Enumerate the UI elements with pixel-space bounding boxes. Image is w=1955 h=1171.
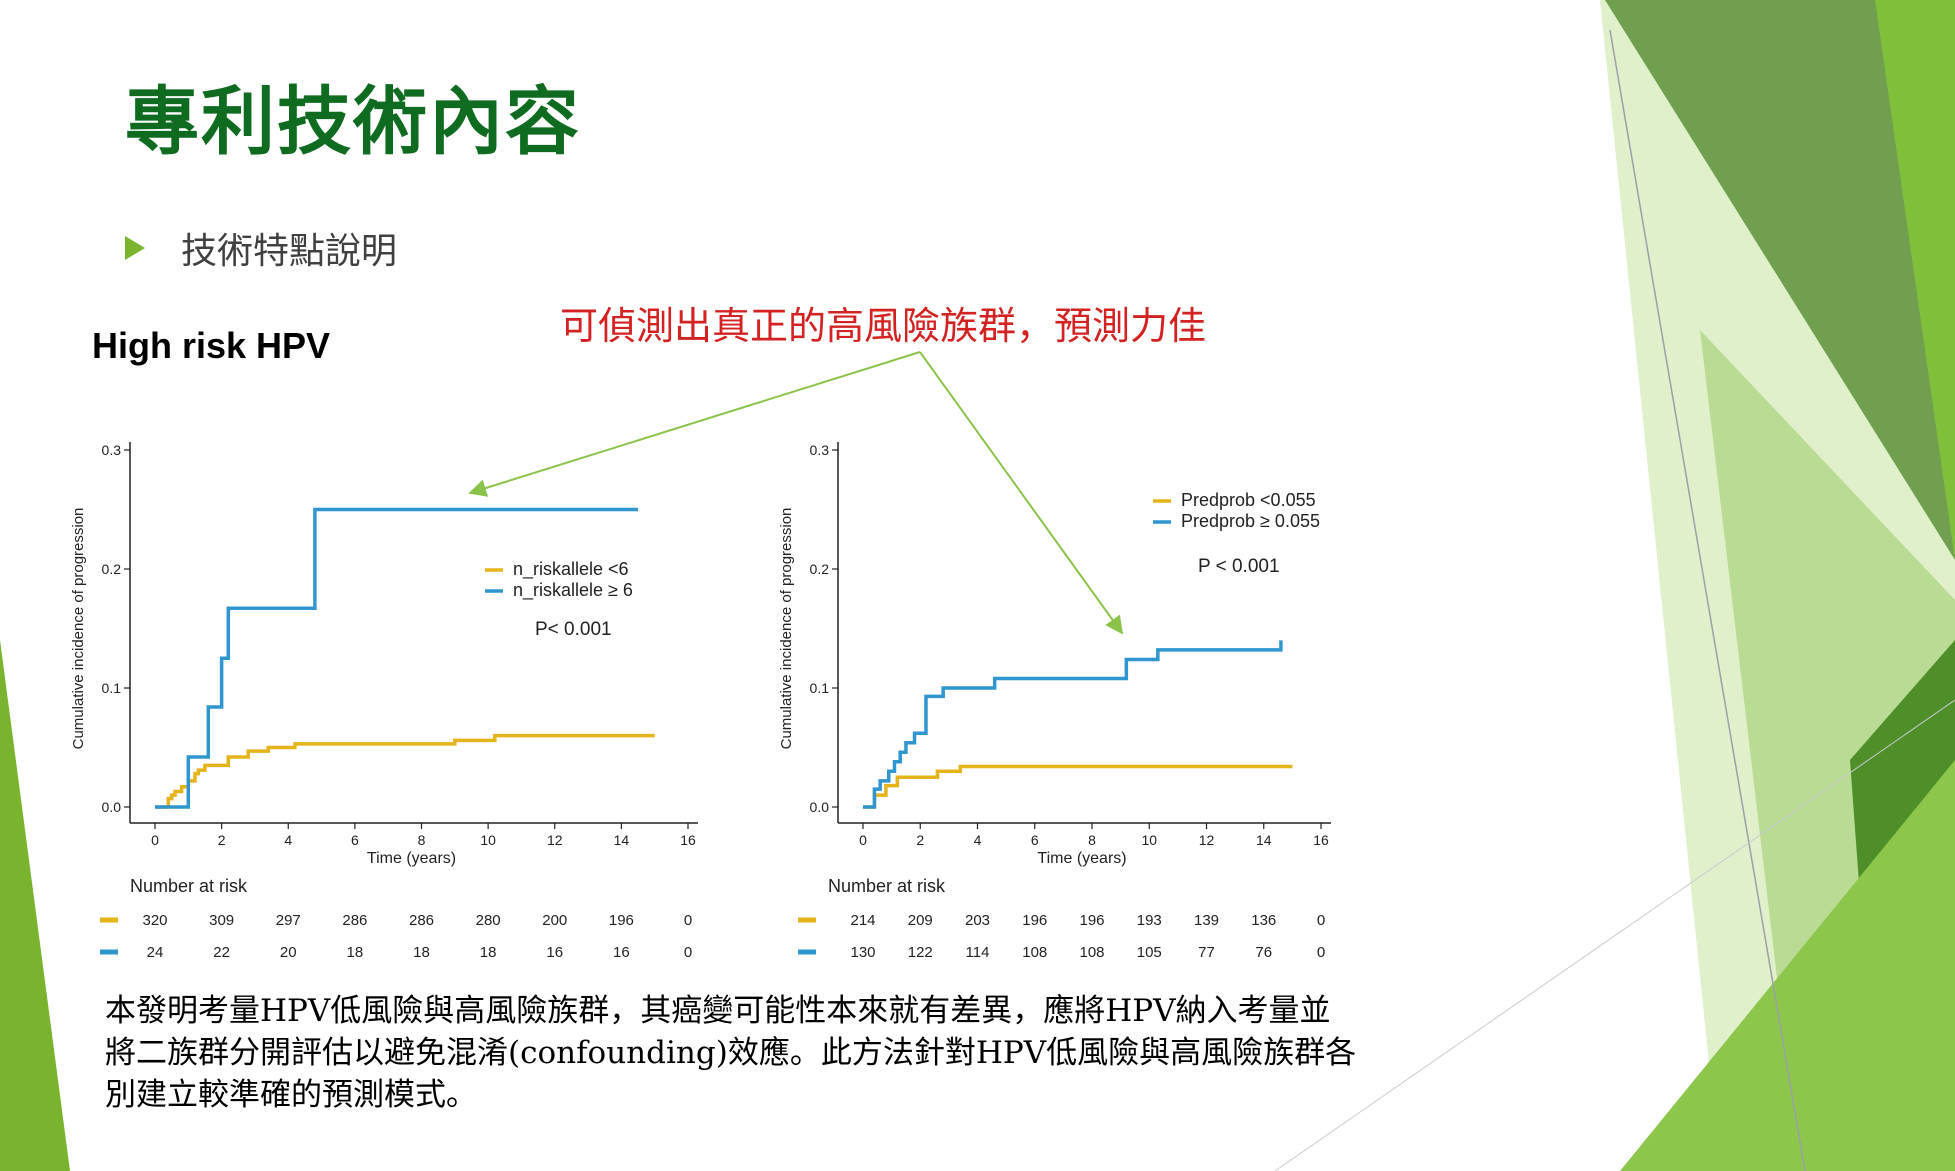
risk-count: 214	[850, 912, 875, 929]
section-subtitle: High risk HPV	[92, 325, 331, 366]
series-line-low	[155, 733, 655, 809]
risk-count: 76	[1255, 944, 1272, 961]
risk-count: 280	[476, 912, 501, 929]
y-tick-label: 0.2	[102, 561, 122, 577]
risk-count: 196	[1022, 912, 1047, 929]
risk-count: 193	[1137, 912, 1162, 929]
series-line-high	[863, 640, 1283, 809]
y-tick-label: 0.3	[810, 442, 830, 458]
risk-count: 0	[684, 912, 692, 929]
body-text: 本發明考量HPV低風險與高風險族群，其癌變可能性本來就有差異，應將HPV納入考量…	[105, 990, 1525, 1116]
x-tick-label: 10	[1141, 832, 1157, 848]
y-axis-title: Cumulative incidence of progression	[70, 508, 87, 750]
bullet-item: 技術特點說明	[125, 222, 397, 274]
x-axis-title: Time (years)	[1037, 850, 1126, 867]
callout-text: 可偵測出真正的高風險族群，預測力佳	[560, 304, 1207, 348]
callout-arrow-left	[468, 351, 921, 497]
x-tick-label: 8	[1088, 832, 1096, 848]
p-value-label: P < 0.001	[1198, 556, 1280, 577]
risk-count: 196	[609, 912, 634, 929]
y-tick-label: 0.0	[102, 799, 122, 815]
x-tick-label: 12	[1199, 832, 1215, 848]
triangle-bullet-icon	[125, 236, 145, 260]
chart-right: 0 2 4 6 8 10 12 14 16 0.0 0.1 0.2 0.3 Time (years) Cum…	[778, 442, 1331, 961]
x-axis-title: Time (years)	[367, 850, 456, 867]
x-tick-label: 10	[480, 832, 496, 848]
series-line-low	[863, 764, 1293, 809]
y-tick-label: 0.2	[810, 561, 830, 577]
bullet-text: 技術特點說明	[181, 231, 398, 272]
risk-count: 297	[276, 912, 301, 929]
y-tick-label: 0.1	[810, 680, 830, 696]
y-tick-label: 0.1	[102, 680, 122, 696]
risk-count: 139	[1194, 912, 1219, 929]
risk-count: 105	[1137, 944, 1162, 961]
x-tick-label: 16	[1313, 832, 1329, 848]
risk-count: 16	[546, 944, 563, 961]
x-tick-label: 8	[418, 832, 426, 848]
x-tick-label: 0	[151, 832, 159, 848]
risk-count: 108	[1079, 944, 1104, 961]
risk-count: 203	[965, 912, 990, 929]
risk-count: 130	[850, 944, 875, 961]
callout-arrow-right	[919, 351, 1124, 635]
x-tick-label: 2	[218, 832, 226, 848]
risk-count: 108	[1022, 944, 1047, 961]
risk-count: 18	[480, 944, 497, 961]
risk-count: 0	[1317, 912, 1325, 929]
body-line: 別建立較準確的預測模式。	[105, 1077, 477, 1113]
risk-count: 200	[542, 912, 567, 929]
risk-count: 309	[209, 912, 234, 929]
risk-count: 0	[684, 944, 692, 961]
y-tick-label: 0.0	[810, 799, 830, 815]
body-line: 將二族群分開評估以避免混淆(confounding)效應。此方法針對HPV低風險…	[105, 1035, 1357, 1071]
x-tick-label: 4	[974, 832, 982, 848]
risk-count: 136	[1251, 912, 1276, 929]
x-tick-label: 0	[859, 832, 867, 848]
risk-count: 18	[347, 944, 364, 961]
x-tick-label: 16	[680, 832, 696, 848]
risk-count: 0	[1317, 944, 1325, 961]
risk-count: 18	[413, 944, 430, 961]
risk-table-title: Number at risk	[130, 876, 248, 896]
series-line-high	[155, 507, 639, 809]
risk-count: 122	[908, 944, 933, 961]
legend-label: n_riskallele <6	[513, 559, 629, 580]
risk-count: 196	[1079, 912, 1104, 929]
x-tick-label: 12	[547, 832, 563, 848]
risk-count: 22	[213, 944, 230, 961]
body-line: 本發明考量HPV低風險與高風險族群，其癌變可能性本來就有差異，應將HPV納入考量…	[105, 993, 1331, 1029]
page-title: 專利技術內容	[125, 79, 581, 165]
x-tick-label: 2	[916, 832, 924, 848]
risk-count: 114	[966, 944, 990, 961]
risk-count: 77	[1198, 944, 1215, 961]
legend-label: Predprob <0.055	[1181, 490, 1316, 510]
risk-count: 16	[613, 944, 630, 961]
risk-count: 24	[147, 944, 164, 961]
legend-label: Predprob ≥ 0.055	[1181, 511, 1320, 531]
x-tick-label: 14	[614, 832, 630, 848]
y-tick-label: 0.3	[102, 442, 122, 458]
risk-count: 286	[409, 912, 434, 929]
x-tick-label: 6	[1031, 832, 1039, 848]
risk-count: 20	[280, 944, 297, 961]
y-axis-title: Cumulative incidence of progression	[778, 508, 795, 750]
x-tick-label: 4	[284, 832, 292, 848]
risk-table-title: Number at risk	[828, 876, 946, 896]
p-value-label: P< 0.001	[535, 619, 612, 640]
risk-count: 320	[142, 912, 167, 929]
x-tick-label: 6	[351, 832, 359, 848]
legend-label: n_riskallele ≥ 6	[513, 580, 633, 601]
x-tick-label: 14	[1256, 832, 1272, 848]
risk-count: 286	[342, 912, 367, 929]
risk-count: 209	[908, 912, 933, 929]
